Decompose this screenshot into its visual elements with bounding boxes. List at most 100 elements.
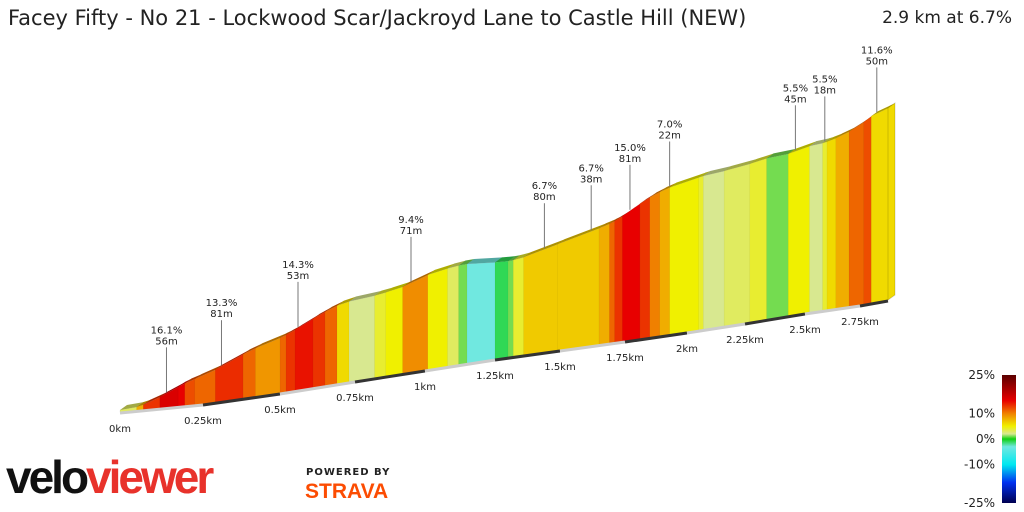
annotation-grade: 5.5%	[812, 74, 837, 85]
profile-segment	[466, 262, 496, 364]
profile-segment	[279, 334, 287, 394]
profile-ridge	[280, 329, 294, 338]
annotation-grade: 16.1%	[151, 325, 183, 336]
profile-ridge	[243, 343, 263, 355]
climb-summary: 2.9 km at 6.7%	[882, 8, 1012, 28]
profile-segment	[659, 187, 671, 337]
profile-segment	[826, 137, 837, 311]
profile-segments	[119, 102, 896, 413]
legend-color-bar	[1002, 375, 1016, 503]
profile-segment	[557, 227, 600, 351]
legend-label: -10%	[964, 458, 995, 472]
profile-ridge	[508, 255, 521, 262]
profile-ridge	[337, 296, 357, 306]
annotation-length: 80m	[533, 192, 555, 203]
legend-label: 25%	[968, 368, 995, 382]
profile-segment	[639, 196, 651, 340]
annotation-length: 81m	[619, 154, 641, 165]
profile-ridge	[749, 153, 775, 164]
x-tick-label: 2.25km	[726, 335, 764, 346]
profile-ridge	[143, 392, 168, 405]
profile-ridge	[159, 381, 186, 398]
profile-ridge	[871, 103, 896, 117]
profile-segment	[194, 369, 217, 406]
profile-ridge	[194, 364, 223, 379]
profile-ridge	[447, 260, 467, 269]
profile-ridge	[402, 269, 436, 287]
profile-ridge	[703, 166, 732, 176]
annotation-length: 53m	[287, 271, 309, 282]
gradient-legend: 25% 10% 0% -10% -25%	[964, 368, 1016, 510]
axis-segment	[119, 403, 204, 415]
annotations: 16.1%56m13.3%81m14.3%53m9.4%71m6.7%80m6.…	[151, 45, 893, 393]
axis-segment	[744, 312, 806, 326]
profile-segment	[447, 265, 460, 367]
profile-ridge	[178, 378, 193, 387]
profile-segment	[294, 318, 314, 391]
profile-ridge	[458, 258, 475, 266]
axis-segment	[859, 299, 889, 308]
annotation-length: 45m	[784, 94, 806, 105]
x-tick-label: 1km	[414, 382, 436, 393]
annotation-grade: 13.3%	[206, 298, 238, 309]
strava-logo: STRAVA	[305, 480, 389, 503]
annotation-length: 38m	[580, 174, 602, 185]
axis-segment	[494, 349, 561, 362]
profile-segment	[749, 158, 768, 323]
profile-ridge	[724, 158, 758, 172]
distance-axis: 0km 0.25km 0.5km 0.75km 1km 1.25km 1.5km 1.75km…	[109, 299, 889, 435]
profile-ridge	[649, 186, 668, 198]
profile-segment	[348, 295, 376, 383]
profile-ridge	[659, 182, 678, 192]
profile-segment	[523, 243, 559, 356]
profile-ridge	[495, 256, 516, 263]
profile-ridge	[822, 136, 835, 144]
profile-segment	[385, 286, 404, 377]
profile-segment	[702, 170, 725, 330]
profile-ridge	[120, 401, 145, 410]
veloviewer-logo: veloviewer	[6, 451, 214, 503]
profile-segment	[723, 163, 751, 327]
profile-ridge	[467, 257, 503, 264]
profile-segment	[336, 301, 350, 385]
profile-ridge	[286, 324, 303, 335]
x-tick-label: 1.25km	[476, 371, 514, 382]
x-tick-label: 1.75km	[606, 353, 644, 364]
annotation-grade: 6.7%	[578, 163, 603, 174]
profile-segment	[242, 347, 257, 399]
profile-ridge	[184, 373, 203, 384]
profile-segment	[698, 175, 704, 331]
profile-segment	[512, 256, 525, 357]
profile-ridge	[513, 252, 532, 261]
profile-ridge	[313, 306, 333, 319]
annotation-length: 50m	[866, 56, 888, 67]
profile-segment	[494, 260, 509, 360]
profile-ridge	[788, 141, 817, 154]
legend-label: 10%	[968, 406, 995, 420]
axis-segment	[424, 358, 496, 373]
annotation-length: 22m	[658, 130, 680, 141]
axis-segment	[804, 304, 861, 316]
profile-segment	[863, 115, 872, 305]
profile-ridge	[698, 170, 711, 178]
profile-ridge	[325, 300, 345, 312]
axis-segment	[686, 322, 746, 335]
profile-segment	[614, 215, 624, 343]
axis-segment	[354, 369, 426, 384]
climb-title: Facey Fifty - No 21 - Lockwood Scar/Jack…	[8, 6, 747, 30]
profile-ridge	[599, 218, 617, 229]
x-tick-label: 0.25km	[184, 416, 222, 427]
annotation-length: 18m	[814, 85, 836, 96]
profile-ridge	[766, 148, 796, 159]
profile-segment	[285, 329, 296, 393]
profile-segment	[835, 131, 850, 309]
x-tick-label: 0.75km	[336, 393, 374, 404]
axis-segment	[202, 392, 281, 407]
profile-segment	[427, 268, 449, 370]
profile-segment	[766, 153, 789, 320]
annotation-grade: 6.7%	[532, 181, 557, 192]
x-tick-label: 2km	[676, 344, 698, 355]
profile-segment	[870, 107, 889, 304]
annotation-length: 81m	[210, 309, 232, 320]
